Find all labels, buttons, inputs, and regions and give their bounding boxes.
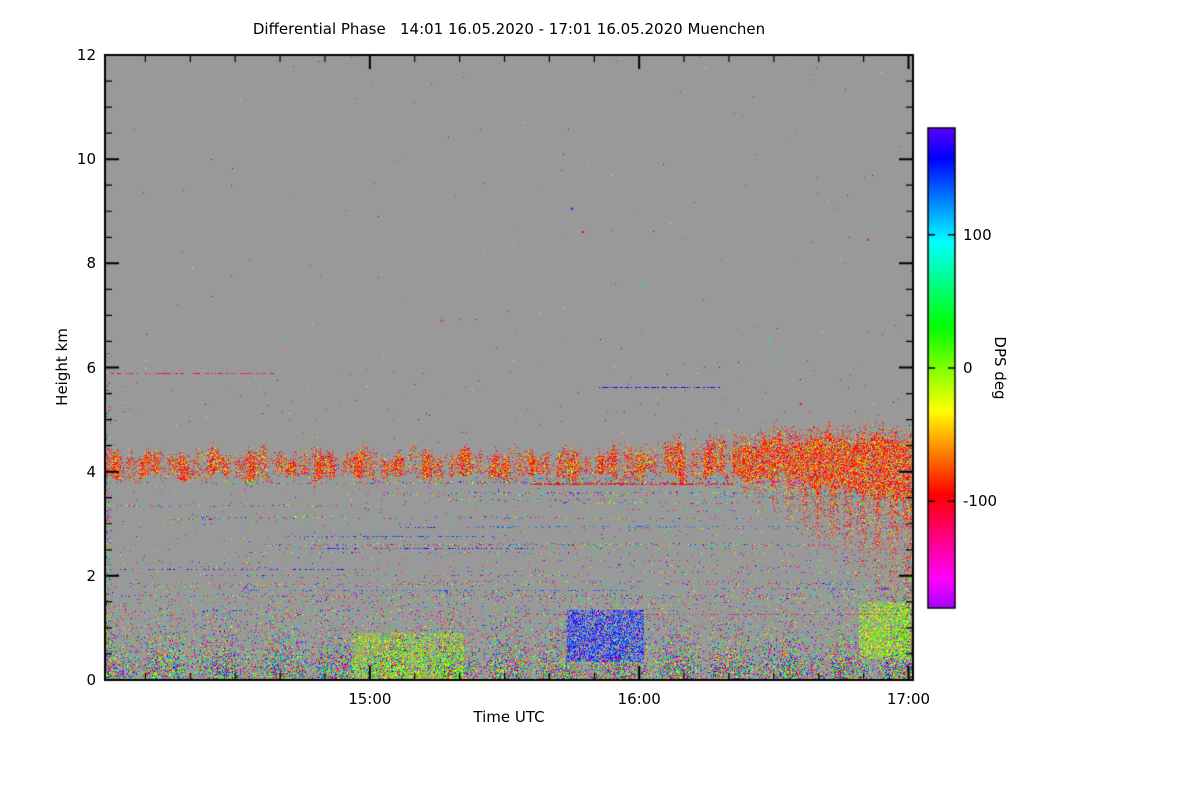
colorbar-tick-label: -100	[963, 492, 998, 511]
colorbar-tick-label: 100	[963, 225, 992, 244]
y-axis-tick-label: 4	[86, 462, 96, 481]
chart-title: Differential Phase 14:01 16.05.2020 - 17…	[252, 20, 766, 38]
colorbar-label: DPS deg	[991, 336, 1009, 400]
y-axis-tick-label: 12	[76, 46, 96, 64]
y-axis-tick-label: 2	[86, 566, 96, 585]
y-axis-tick-label: 10	[76, 150, 96, 169]
y-axis-tick-label: 6	[86, 358, 96, 377]
colorbar-tick-label: 0	[963, 359, 973, 377]
x-axis-tick-label: 17:00	[886, 690, 931, 708]
x-axis-tick-label: 15:00	[348, 690, 392, 708]
y-axis-tick-label: 0	[86, 671, 96, 689]
x-axis-label: Time UTC	[473, 708, 545, 726]
y-axis-tick-label: 8	[86, 254, 96, 273]
x-axis-tick-label: 16:00	[617, 690, 661, 708]
